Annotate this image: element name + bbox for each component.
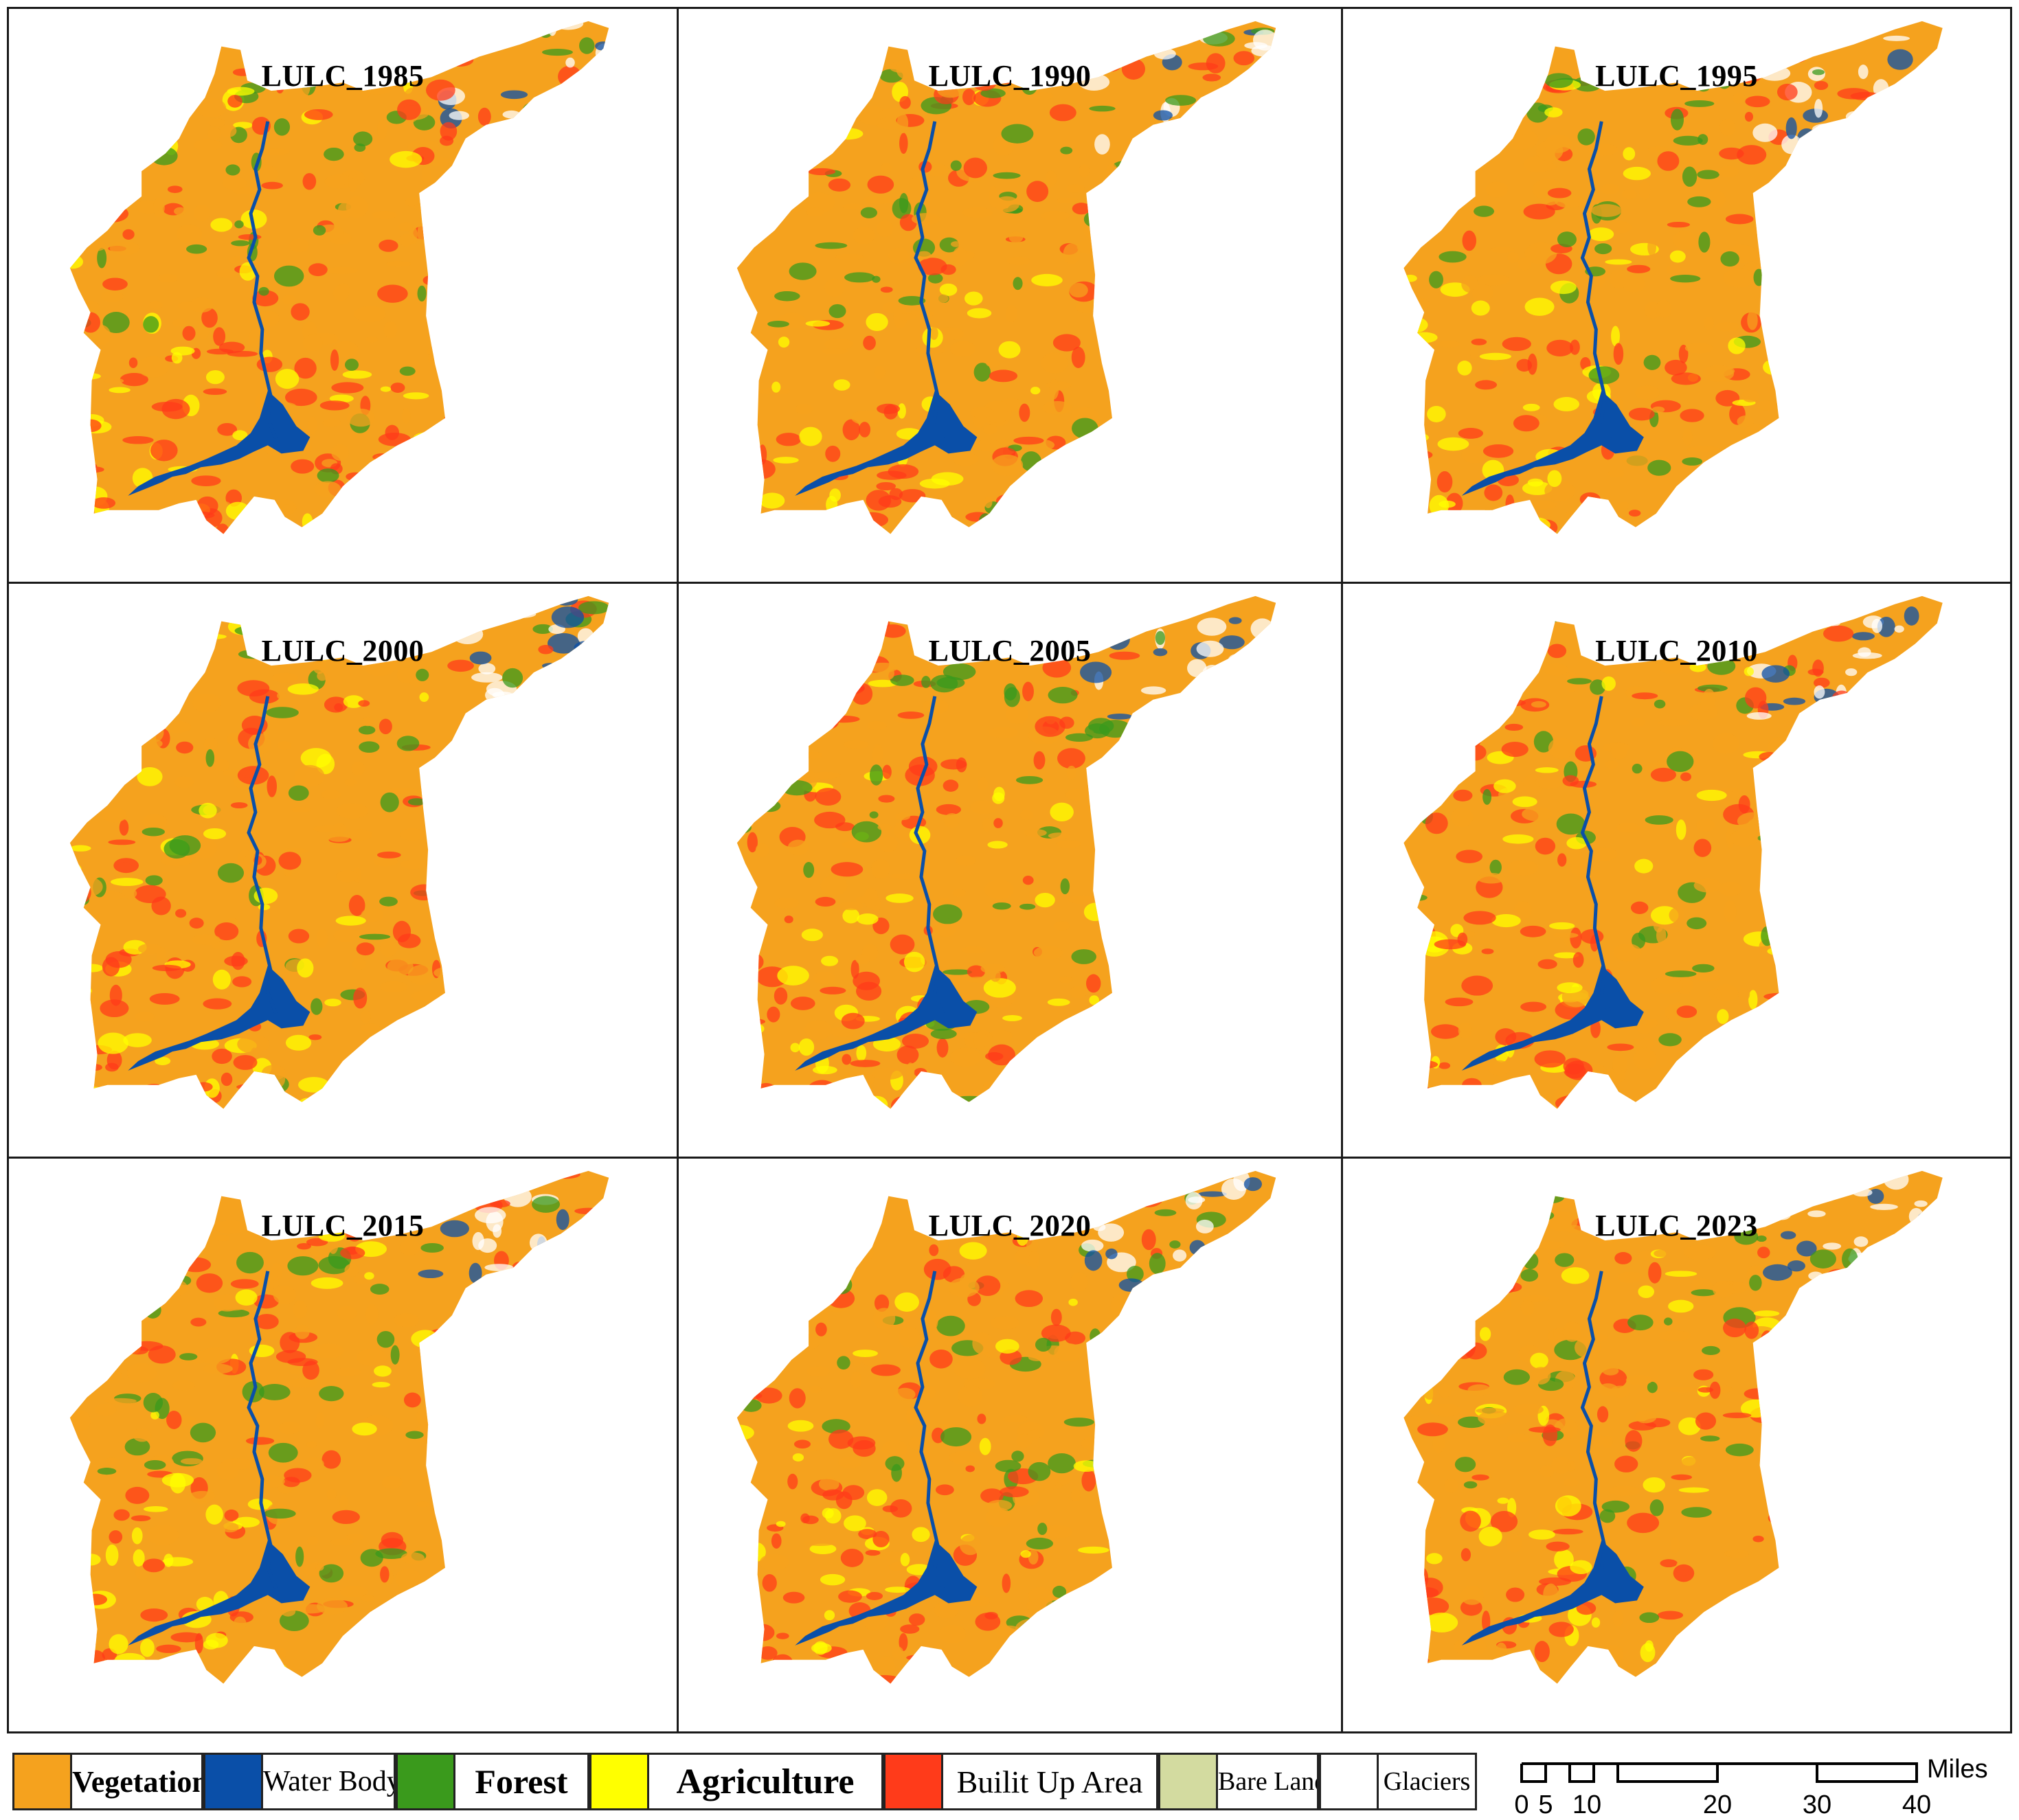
legend-label: Forest xyxy=(475,1762,568,1801)
legend-item-bare-land: Bare Land xyxy=(1158,1753,1319,1810)
map-panel-1995: LULC_1995 xyxy=(1341,7,2012,584)
map-region xyxy=(1403,595,1943,1109)
legend-item-built-up-area: Builit Up Area xyxy=(883,1753,1158,1810)
scale-unit-label: Miles xyxy=(1927,1755,1988,1784)
legend-label: Water Body xyxy=(263,1766,394,1797)
panel-title: LULC_1995 xyxy=(1595,59,1758,93)
legend-label: Agriculture xyxy=(676,1762,855,1801)
legend-swatch xyxy=(398,1755,455,1808)
map-region xyxy=(69,1170,609,1684)
reservoir xyxy=(128,391,311,496)
river xyxy=(914,696,945,1014)
lulc-map-1995 xyxy=(1403,21,1943,534)
legend-swatch xyxy=(14,1755,72,1808)
legend-item-vegetation: Vegetation xyxy=(12,1753,203,1810)
lulc-map-2020 xyxy=(736,1170,1276,1684)
legend-label: Builit Up Area xyxy=(956,1764,1143,1799)
river xyxy=(1580,1271,1612,1589)
reservoir xyxy=(1461,966,1644,1071)
legend-swatch xyxy=(205,1755,263,1808)
map-region xyxy=(1403,1170,1943,1684)
legend-swatch xyxy=(886,1755,943,1808)
scale-tick-label: 30 xyxy=(1803,1790,1831,1819)
lulc-map-2000 xyxy=(69,595,609,1109)
lulc-map-2010 xyxy=(1403,595,1943,1109)
scale-tick-label: 5 xyxy=(1538,1790,1553,1819)
reservoir xyxy=(1461,391,1644,496)
panel-title: LULC_2015 xyxy=(261,1209,425,1242)
river xyxy=(247,696,278,1014)
river xyxy=(914,121,945,440)
legend-label: Bare Land xyxy=(1218,1767,1317,1796)
panel-title: LULC_1990 xyxy=(928,59,1092,93)
legend-item-agriculture: Agriculture xyxy=(589,1753,883,1810)
reservoir xyxy=(795,966,978,1071)
map-panel-1990: LULC_1990 xyxy=(677,7,1343,584)
map-region xyxy=(736,21,1276,534)
river xyxy=(1580,696,1612,1014)
river xyxy=(247,1271,278,1589)
legend-item-water-body: Water Body xyxy=(203,1753,396,1810)
map-region xyxy=(69,595,609,1109)
map-panel-1985: LULC_1985 xyxy=(7,7,679,584)
reservoir xyxy=(128,1540,311,1646)
lulc-map-1985 xyxy=(69,21,609,534)
map-panel-2015: LULC_2015 xyxy=(7,1157,679,1733)
panel-title: LULC_2000 xyxy=(261,634,425,668)
panel-title: LULC_2023 xyxy=(1595,1209,1758,1242)
scale-tick-label: 40 xyxy=(1902,1790,1931,1819)
legend-item-glaciers: Glaciers xyxy=(1319,1753,1477,1810)
lulc-map-2005 xyxy=(736,595,1276,1109)
river xyxy=(1580,121,1612,440)
lulc-map-2023 xyxy=(1403,1170,1943,1684)
legend-label: Glaciers xyxy=(1383,1767,1471,1796)
scale-bar-segments xyxy=(1520,1762,1918,1783)
scale-bar: 0 5 10 20 30 40 Miles xyxy=(1514,1755,1988,1819)
panel-title: LULC_2020 xyxy=(928,1209,1092,1242)
map-panel-2005: LULC_2005 xyxy=(677,582,1343,1159)
reservoir xyxy=(128,966,311,1071)
legend: Vegetation Water Body Forest Agriculture… xyxy=(0,1744,2019,1820)
legend-swatch xyxy=(1321,1755,1379,1808)
scale-tick-label: 10 xyxy=(1572,1790,1601,1819)
reservoir xyxy=(795,391,978,496)
map-panel-2010: LULC_2010 xyxy=(1341,582,2012,1159)
legend-item-forest: Forest xyxy=(396,1753,589,1810)
panel-title: LULC_1985 xyxy=(261,59,425,93)
lulc-map-2015 xyxy=(69,1170,609,1684)
river xyxy=(247,121,278,440)
map-panel-2020: LULC_2020 xyxy=(677,1157,1343,1733)
river xyxy=(914,1271,945,1589)
panel-title: LULC_2010 xyxy=(1595,634,1758,668)
scale-tick-label: 20 xyxy=(1703,1790,1732,1819)
map-grid: LULC_1985 LULC_1990 LULC_1995 LULC_2000 … xyxy=(7,7,2012,1733)
map-panel-2023: LULC_2023 xyxy=(1341,1157,2012,1733)
reservoir xyxy=(1461,1540,1644,1646)
legend-label: Vegetation xyxy=(72,1764,201,1799)
map-panel-2000: LULC_2000 xyxy=(7,582,679,1159)
panel-title: LULC_2005 xyxy=(928,634,1092,668)
legend-swatch xyxy=(1160,1755,1218,1808)
lulc-map-1990 xyxy=(736,21,1276,534)
scale-tick-label: 0 xyxy=(1514,1790,1529,1819)
legend-swatch xyxy=(591,1755,649,1808)
reservoir xyxy=(795,1540,978,1646)
